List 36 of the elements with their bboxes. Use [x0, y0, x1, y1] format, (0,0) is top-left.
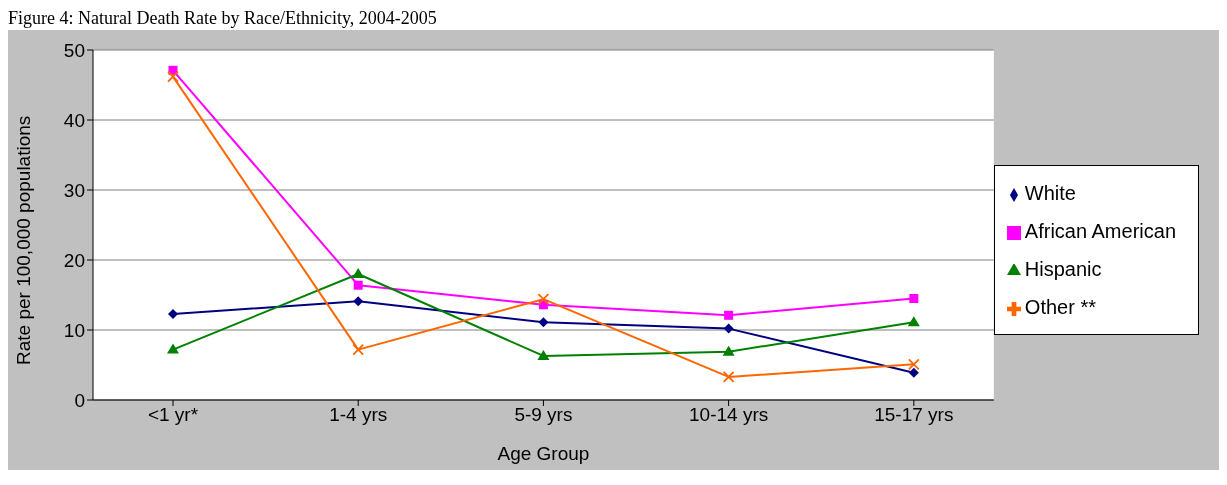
point [907, 316, 920, 327]
x-tick-label: <1 yr* [147, 404, 199, 426]
point [353, 296, 364, 307]
y-tick-label: 30 [63, 179, 85, 201]
point [168, 308, 178, 319]
x-tick-label: 5-9 yrs [514, 404, 573, 426]
point [908, 367, 919, 378]
y-tick-label: 10 [63, 319, 85, 341]
point [167, 70, 179, 83]
y-axis-title: Rate per 100,000 populations [12, 115, 34, 365]
point [537, 293, 550, 306]
point [353, 280, 363, 290]
legend-label: Hispanic [1024, 258, 1102, 280]
point [909, 294, 919, 303]
x-axis-title: Age Group [497, 443, 590, 464]
point [167, 343, 179, 354]
point [537, 349, 550, 360]
point [722, 371, 735, 383]
x-tick-label: 15-17 yrs [874, 404, 954, 426]
x-tick-label: 1-4 yrs [329, 404, 388, 426]
point [907, 358, 920, 371]
point [352, 343, 365, 356]
point [538, 317, 549, 328]
chart-title: Figure 4: Natural Death Rate by Race/Ethnicity, 2004-2005 [8, 8, 438, 30]
legend-label: Other ** [1024, 296, 1096, 318]
y-tick-label: 50 [63, 39, 85, 61]
y-tick-label: 0 [74, 389, 85, 411]
point [723, 323, 734, 334]
x-tick-label: 10-14 yrs [689, 404, 769, 426]
y-tick-label: 40 [63, 109, 85, 131]
y-tick-label: 20 [63, 249, 85, 271]
legend-label: White [1024, 182, 1076, 204]
point [352, 268, 365, 278]
point [724, 310, 734, 320]
legend-label: African American [1024, 220, 1176, 242]
point [722, 345, 735, 356]
